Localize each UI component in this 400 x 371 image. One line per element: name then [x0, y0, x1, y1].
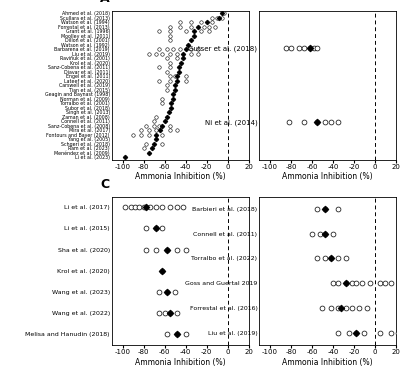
Text: B: B	[0, 370, 1, 371]
Text: B: B	[399, 0, 400, 5]
X-axis label: Ammonia Inhibition (%): Ammonia Inhibition (%)	[282, 173, 373, 181]
Text: C: C	[100, 178, 109, 191]
X-axis label: Ammonia Inhibition (%): Ammonia Inhibition (%)	[135, 173, 226, 181]
X-axis label: Ammonia Inhibition (%): Ammonia Inhibition (%)	[282, 358, 373, 367]
X-axis label: Ammonia Inhibition (%): Ammonia Inhibition (%)	[135, 358, 226, 367]
Text: D: D	[399, 178, 400, 191]
Text: D: D	[0, 370, 1, 371]
Text: A: A	[100, 0, 109, 5]
